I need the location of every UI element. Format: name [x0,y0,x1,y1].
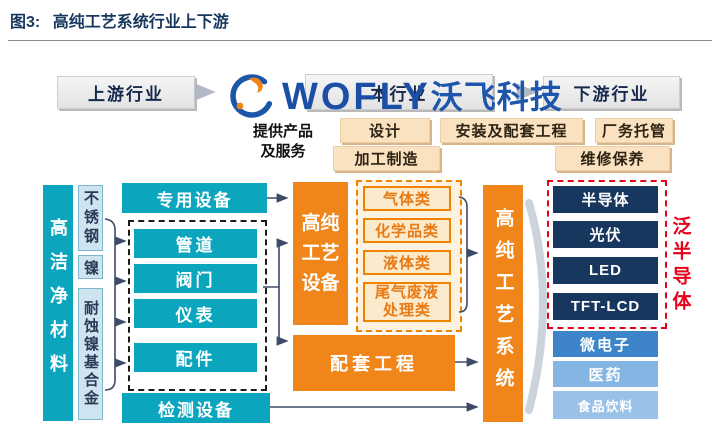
downstream-food-beverage-box: 食品饮料 [553,391,658,419]
wofly-logo-icon [230,74,274,118]
services-label: 提供产品 及服务 [240,122,326,162]
title-divider [8,40,712,41]
downstream-photovoltaic-box: 光伏 [553,221,658,248]
process-equipment-box: 高纯工艺设备 [293,182,348,325]
component-fittings-box: 配件 [134,343,257,372]
service-installation-box: 安装及配套工程 [440,118,583,143]
process-system-box: 高纯工艺系统 [483,185,523,422]
figure-title: 图3: 高纯工艺系统行业上下游 [10,8,229,32]
downstream-industry-box: 下游行业 [543,76,680,109]
current-industry-box: 本行业 [305,74,493,110]
service-manufacturing-box: 加工制造 [333,146,440,171]
testing-equipment-box: 检测设备 [122,393,270,423]
downstream-semiconductor-box: 半导体 [553,186,658,213]
material-nickel-box: 镍 [78,255,103,279]
services-label-line2: 及服务 [260,143,306,160]
service-maintenance-box: 维修保养 [555,146,670,171]
category-waste-box: 尾气废液处理类 [363,282,451,322]
services-label-line1: 提供产品 [252,123,313,140]
process-equipment-label: 高纯工艺设备 [301,212,340,294]
category-liquids-box: 液体类 [363,250,451,275]
watermark-brand: WOFLY [282,76,431,118]
component-valve-box: 阀门 [134,264,257,293]
category-waste-label: 尾气废液处理类 [374,284,439,319]
material-stainless-box: 不锈钢 [78,185,103,251]
category-gas-box: 气体类 [363,186,451,211]
downstream-led-box: LED [553,257,658,284]
pan-semiconductor-label: 泛半导体 [669,216,691,316]
service-facility-box: 厂务托管 [595,118,673,143]
special-equipment-box: 专用设备 [122,183,267,213]
figure-number: 图3: [10,14,41,31]
downstream-microelectronics-box: 微电子 [553,331,658,357]
downstream-tftlcd-box: TFT-LCD [553,293,658,320]
downstream-pharma-box: 医药 [553,361,658,387]
pan-semiconductor-group-box [547,180,667,329]
flow-swoosh-icon [525,199,547,414]
watermark: WOFLY 沃飞科技 [218,66,563,128]
component-instrument-box: 仪表 [134,299,257,328]
material-alloy-box: 耐蚀镍基合金 [78,288,103,420]
service-design-box: 设计 [340,118,430,143]
materials-header-box: 高洁净材料 [43,185,73,421]
figure-title-text: 高纯工艺系统行业上下游 [52,14,229,31]
watermark-brand-cn: 沃飞科技 [430,79,563,115]
materials-bracket [104,218,116,391]
category-chemicals-box: 化学品类 [363,218,451,243]
component-piping-box: 管道 [134,229,257,258]
upstream-industry-box: 上游行业 [57,76,195,109]
supporting-engineering-box: 配套工程 [293,335,455,391]
